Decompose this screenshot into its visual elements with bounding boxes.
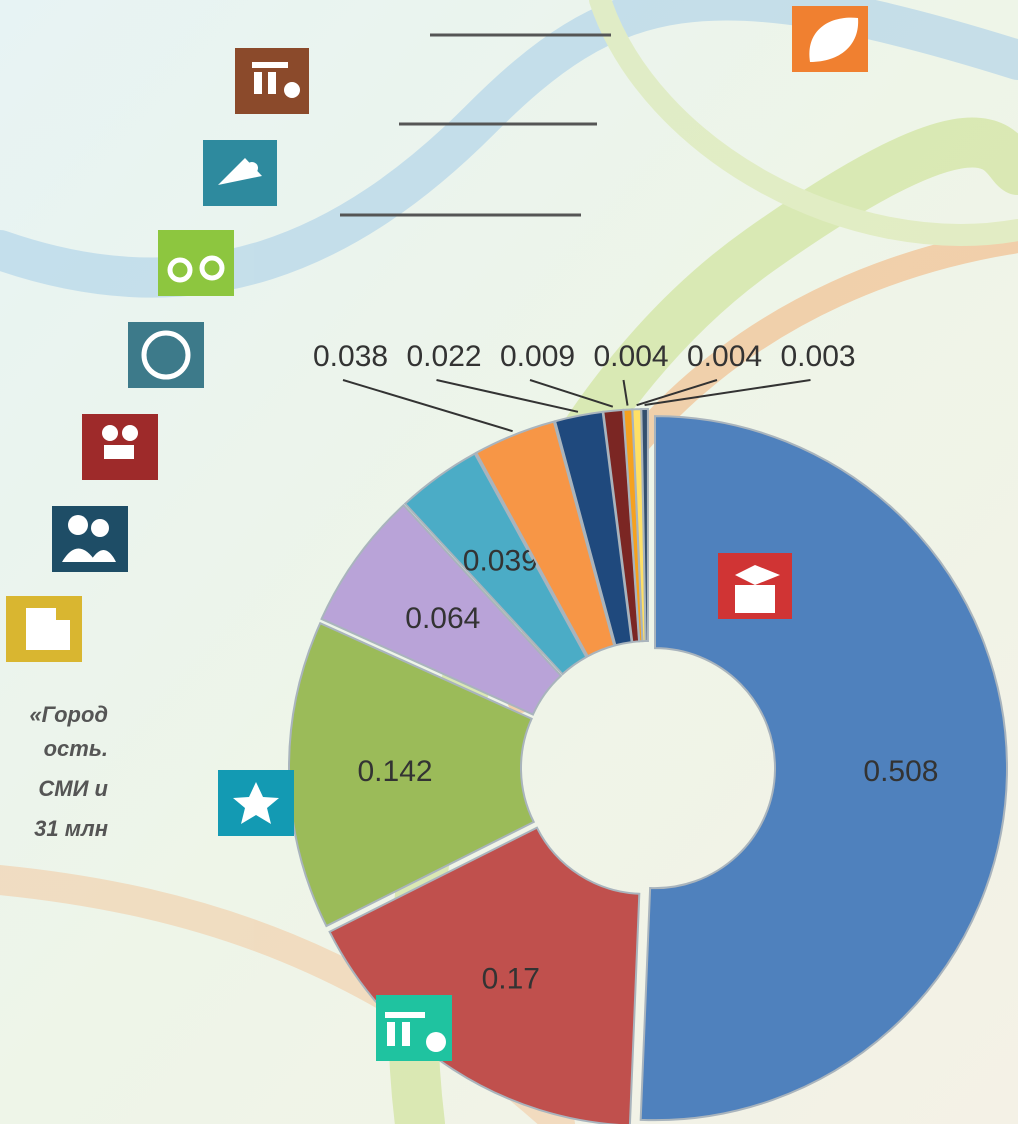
icon-glyph: [402, 1022, 410, 1046]
data-label: 0.039: [463, 544, 538, 577]
icon: [52, 506, 128, 572]
data-label: 0.142: [358, 755, 433, 788]
leader-line: [529, 379, 614, 408]
data-label: 0.508: [863, 755, 938, 788]
donut-slice: [640, 407, 649, 643]
decor-lines: [340, 33, 611, 217]
donut-slice: [474, 420, 616, 658]
icon-glyph: [426, 1032, 446, 1052]
leader-line: [436, 379, 579, 413]
caption-line: СМИ и: [38, 776, 108, 801]
data-label: 0.064: [405, 602, 480, 635]
donut-slice: [403, 452, 588, 676]
donut-slice: [328, 826, 641, 1127]
data-label: 0.009: [500, 340, 575, 373]
caption-line: 31 млн: [34, 816, 108, 841]
overlay-icons: [218, 553, 792, 1061]
icon-glyph: [233, 782, 279, 824]
icon-glyph: [387, 1022, 395, 1046]
donut-slice: [288, 621, 536, 928]
leader-line: [342, 379, 513, 433]
caption-line: ость.: [44, 736, 108, 761]
icon-glyphs: [233, 565, 780, 1052]
donut-slice: [320, 503, 563, 716]
icon-glyphs: [26, 17, 859, 1052]
icons: [6, 6, 868, 1052]
data-label: 0.004: [687, 340, 762, 373]
data-label: 0.038: [313, 340, 388, 373]
caption-line: «Город: [29, 702, 108, 727]
leader-line: [644, 379, 811, 407]
leader-line: [622, 379, 629, 406]
data-label: 0.17: [482, 962, 540, 995]
data-label: 0.004: [594, 340, 669, 373]
leader-line: [636, 379, 718, 407]
data-label: 0.003: [781, 340, 856, 373]
icon-glyph: [735, 565, 780, 585]
data-label: 0.022: [407, 340, 482, 373]
icon-glyph: [735, 585, 775, 613]
icon-glyph: [385, 1012, 425, 1018]
caption: «Город ость. СМИ и 31 млн: [29, 702, 108, 841]
